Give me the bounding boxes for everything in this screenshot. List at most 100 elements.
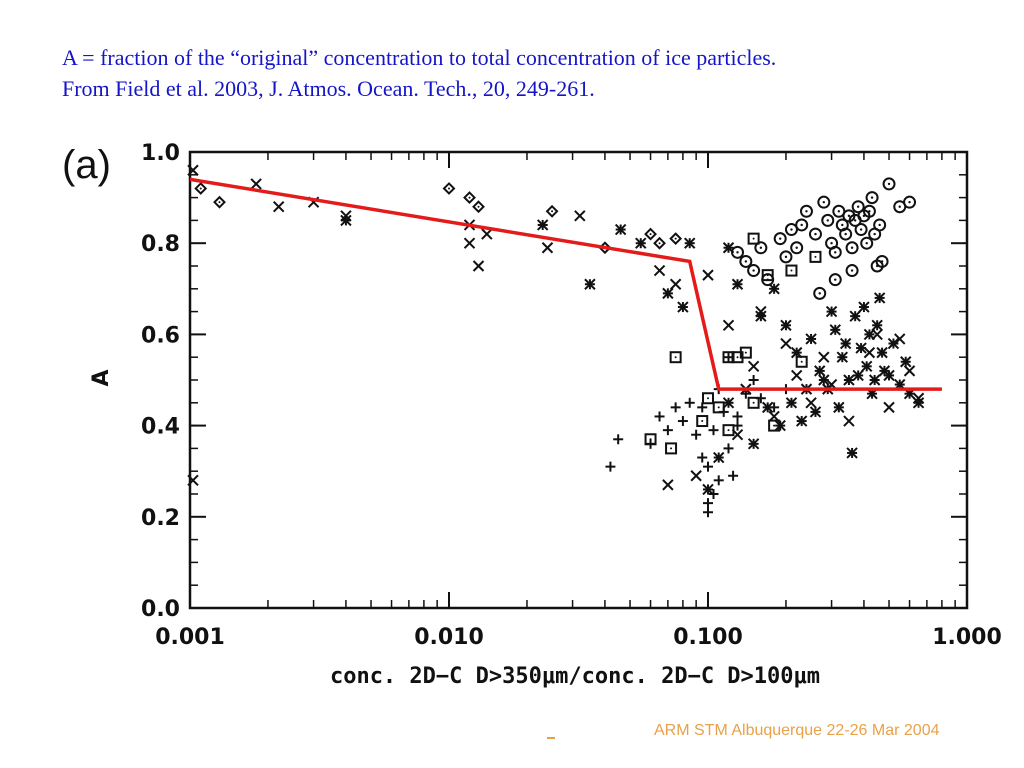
data-point-circle-dot xyxy=(761,273,775,287)
data-point-asterisk xyxy=(780,319,792,331)
data-point-plus xyxy=(708,489,719,499)
data-point-square xyxy=(785,264,798,277)
data-point-circle-dot xyxy=(784,223,798,237)
data-point-plus xyxy=(662,425,673,436)
data-point-asterisk xyxy=(855,342,867,354)
data-point-asterisk xyxy=(876,346,888,359)
data-point-asterisk xyxy=(861,360,873,373)
data-point-circle-dot xyxy=(821,213,835,227)
data-point-circle-dot xyxy=(799,204,813,218)
data-point-circle-dot xyxy=(865,191,879,205)
data-point-x xyxy=(541,242,554,254)
data-point-diamond xyxy=(669,232,683,246)
data-point-asterisk xyxy=(614,223,627,236)
data-point-square xyxy=(795,355,808,368)
data-point-asterisk xyxy=(839,337,852,350)
x-tick-label: 0.100 xyxy=(673,625,743,650)
data-point-x xyxy=(669,278,682,290)
data-point-diamond xyxy=(463,191,476,205)
data-point-asterisk xyxy=(863,328,876,341)
data-point-square xyxy=(739,346,752,359)
data-point-x xyxy=(653,264,666,277)
panel-label: (a) xyxy=(62,143,111,187)
data-point-circle-dot xyxy=(828,245,842,259)
data-point-circle-dot xyxy=(795,218,809,232)
data-point-square xyxy=(702,392,714,405)
data-point-plus xyxy=(703,507,713,518)
data-point-circle-dot xyxy=(875,254,889,268)
data-point-plus xyxy=(697,452,708,463)
data-point-x xyxy=(690,470,702,482)
data-point-plus xyxy=(691,429,702,440)
data-point-asterisk xyxy=(833,401,845,414)
x-tick-label: 1.000 xyxy=(932,625,1002,650)
data-point-asterisk xyxy=(795,415,808,427)
data-point-asterisk xyxy=(829,324,841,336)
data-point-circle-dot xyxy=(862,204,876,218)
data-point-x xyxy=(780,337,792,350)
data-point-diamond xyxy=(213,195,226,209)
data-point-plus xyxy=(703,498,713,509)
y-axis-label: A xyxy=(89,369,114,386)
data-point-asterisk xyxy=(852,369,864,382)
data-point-plus xyxy=(703,461,713,472)
data-point-circle-dot xyxy=(817,195,831,209)
data-point-asterisk xyxy=(340,214,352,227)
data-point-square xyxy=(665,442,678,455)
data-point-square xyxy=(747,232,760,245)
data-point-plus xyxy=(654,411,665,422)
y-tick-label: 1.0 xyxy=(141,141,180,166)
data-point-square xyxy=(669,351,682,364)
data-point-x xyxy=(187,164,199,176)
data-point-asterisk xyxy=(684,237,696,249)
data-point-asterisk xyxy=(584,278,596,290)
data-point-asterisk xyxy=(731,278,744,290)
data-point-circle-dot xyxy=(808,227,822,241)
data-point-plus xyxy=(723,443,734,454)
data-point-asterisk xyxy=(843,374,855,386)
data-point-circle-dot xyxy=(882,177,896,191)
data-point-circle-dot xyxy=(851,200,865,214)
data-point-circle-dot xyxy=(845,264,859,278)
data-point-x xyxy=(702,269,714,281)
data-point-asterisk xyxy=(774,419,786,432)
data-point-x xyxy=(818,351,830,363)
data-point-x xyxy=(894,333,906,345)
data-point-plus xyxy=(732,411,743,422)
x-tick-label: 0.001 xyxy=(155,625,225,650)
slide-caption: A = fraction of the “original” concentra… xyxy=(62,42,1012,104)
data-point-square xyxy=(712,401,725,414)
data-point-circle-dot xyxy=(773,232,787,246)
y-tick-label: 0.4 xyxy=(141,415,180,440)
data-point-plus xyxy=(713,475,724,486)
data-point-square xyxy=(644,433,657,446)
data-point-asterisk xyxy=(677,301,689,313)
data-point-circle-dot xyxy=(839,227,853,241)
footer-text: ARM STM Albuquerque 22-26 Mar 2004 xyxy=(654,722,940,739)
data-point-diamond xyxy=(194,182,208,195)
data-point-asterisk xyxy=(536,219,549,231)
data-point-circle-dot xyxy=(860,236,874,250)
data-point-asterisk xyxy=(900,356,912,368)
data-point-asterisk xyxy=(912,397,925,409)
data-point-asterisk xyxy=(747,438,760,450)
data-point-x xyxy=(805,397,817,409)
data-point-asterisk xyxy=(846,447,858,459)
data-point-plus xyxy=(708,425,719,436)
y-tick-label: 0.2 xyxy=(141,506,180,531)
data-point-x xyxy=(747,360,760,373)
data-point-x xyxy=(574,210,586,222)
data-point-circle-dot xyxy=(813,286,827,300)
data-point-circle-dot xyxy=(873,218,887,232)
y-tick-label: 0.8 xyxy=(141,232,180,257)
x-tick-label: 0.010 xyxy=(414,625,484,650)
data-points xyxy=(187,164,925,518)
data-point-asterisk xyxy=(755,310,767,322)
data-point-x xyxy=(883,401,895,414)
data-point-asterisk xyxy=(836,351,849,363)
data-point-asterisk xyxy=(858,301,870,313)
data-point-x xyxy=(187,474,199,487)
data-point-plus xyxy=(684,397,695,408)
data-point-asterisk xyxy=(809,406,822,418)
